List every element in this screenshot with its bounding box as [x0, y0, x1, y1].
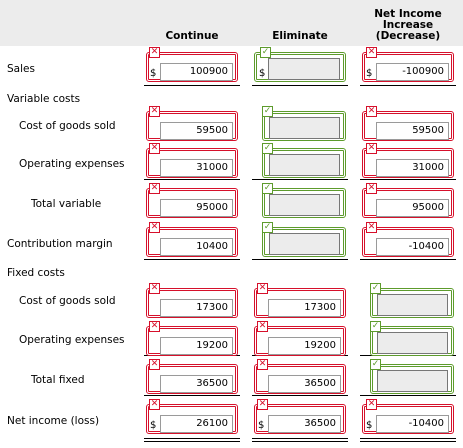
fix-cogs-net-field[interactable] [370, 288, 454, 318]
x-mark-icon: ✕ [149, 183, 160, 194]
sales-net-field[interactable]: $ -100900 [362, 52, 454, 82]
underline-cm-c1 [144, 259, 240, 260]
var-opex-eliminate-field[interactable] [262, 148, 346, 178]
label-contribution-margin: Contribution margin [7, 238, 113, 250]
header-eliminate: Eliminate [272, 30, 328, 42]
underline-varopex-c1 [144, 179, 240, 180]
x-mark-icon: ✕ [149, 321, 160, 332]
fix-opex-eliminate-field[interactable]: 19200 [254, 326, 346, 356]
x-mark-icon: ✕ [366, 106, 377, 117]
var-cogs-continue-field[interactable]: 59500 [146, 111, 238, 141]
label-total-variable: Total variable [31, 198, 102, 210]
x-mark-icon: ✕ [149, 106, 160, 117]
underline-varopex-c2 [252, 179, 348, 180]
double-underline-c3 [360, 438, 456, 442]
net-income-eliminate-field[interactable]: $ 36500 [254, 404, 346, 434]
check-mark-icon: ✓ [370, 321, 381, 332]
check-mark-icon: ✓ [262, 183, 273, 194]
label-var-opex: Operating expenses [19, 158, 125, 170]
sales-eliminate-field[interactable]: $ [254, 52, 346, 82]
underline-cm-c3 [360, 259, 456, 260]
underline-sales-c1 [144, 85, 240, 86]
cm-eliminate-field[interactable] [262, 227, 346, 257]
var-cogs-net-field[interactable]: 59500 [362, 111, 454, 141]
header-continue: Continue [165, 30, 219, 42]
x-mark-icon: ✕ [149, 47, 160, 58]
x-mark-icon: ✕ [366, 143, 377, 154]
x-mark-icon: ✕ [149, 399, 160, 410]
total-variable-net-field[interactable]: 95000 [362, 188, 454, 218]
total-fixed-continue-field[interactable]: 36500 [146, 364, 238, 394]
check-mark-icon: ✓ [260, 47, 271, 58]
label-var-cogs: Cost of goods sold [19, 120, 116, 132]
header-net-income: Net Income Increase (Decrease) [374, 8, 442, 42]
double-underline-c1 [144, 438, 240, 442]
net-income-continue-field[interactable]: $ 26100 [146, 404, 238, 434]
underline-sales-c3 [360, 85, 456, 86]
double-underline-c2 [252, 438, 348, 442]
underline-totfixed-c1 [144, 395, 240, 396]
x-mark-icon: ✕ [149, 359, 160, 370]
x-mark-icon: ✕ [366, 183, 377, 194]
underline-totfixed-c3 [360, 395, 456, 396]
cm-net-field[interactable]: -10400 [362, 227, 454, 257]
x-mark-icon: ✕ [149, 143, 160, 154]
sales-continue-field[interactable]: $ 100900 [146, 52, 238, 82]
underline-varopex-c3 [360, 179, 456, 180]
x-mark-icon: ✕ [149, 283, 160, 294]
x-mark-icon: ✕ [366, 47, 377, 58]
fix-opex-net-field[interactable] [370, 326, 454, 356]
check-mark-icon: ✓ [262, 222, 273, 233]
check-mark-icon: ✓ [262, 106, 273, 117]
total-fixed-eliminate-field[interactable]: 36500 [254, 364, 346, 394]
fix-cogs-eliminate-field[interactable]: 17300 [254, 288, 346, 318]
check-mark-icon: ✓ [262, 143, 273, 154]
label-fix-opex: Operating expenses [19, 334, 125, 346]
x-mark-icon: ✕ [149, 222, 160, 233]
x-mark-icon: ✕ [257, 399, 268, 410]
fix-opex-continue-field[interactable]: 19200 [146, 326, 238, 356]
label-net-income: Net income (loss) [7, 415, 100, 427]
header-band [0, 0, 463, 46]
label-fixed-costs: Fixed costs [7, 267, 65, 279]
underline-totfixed-c2 [252, 395, 348, 396]
label-total-fixed: Total fixed [31, 374, 85, 386]
var-cogs-eliminate-field[interactable] [262, 111, 346, 141]
label-variable-costs: Variable costs [7, 93, 81, 105]
x-mark-icon: ✕ [257, 283, 268, 294]
check-mark-icon: ✓ [370, 283, 381, 294]
x-mark-icon: ✕ [366, 399, 377, 410]
net-income-net-field[interactable]: $ -10400 [362, 404, 454, 434]
label-sales: Sales [7, 63, 35, 75]
var-opex-continue-field[interactable]: 31000 [146, 148, 238, 178]
cm-continue-field[interactable]: 10400 [146, 227, 238, 257]
x-mark-icon: ✕ [366, 222, 377, 233]
var-opex-net-field[interactable]: 31000 [362, 148, 454, 178]
total-fixed-net-field[interactable] [370, 364, 454, 394]
x-mark-icon: ✕ [257, 359, 268, 370]
total-variable-eliminate-field[interactable] [262, 188, 346, 218]
x-mark-icon: ✕ [257, 321, 268, 332]
check-mark-icon: ✓ [370, 359, 381, 370]
total-variable-continue-field[interactable]: 95000 [146, 188, 238, 218]
fix-cogs-continue-field[interactable]: 17300 [146, 288, 238, 318]
underline-sales-c2 [252, 85, 348, 86]
label-fix-cogs: Cost of goods sold [19, 295, 116, 307]
underline-cm-c2 [252, 259, 348, 260]
